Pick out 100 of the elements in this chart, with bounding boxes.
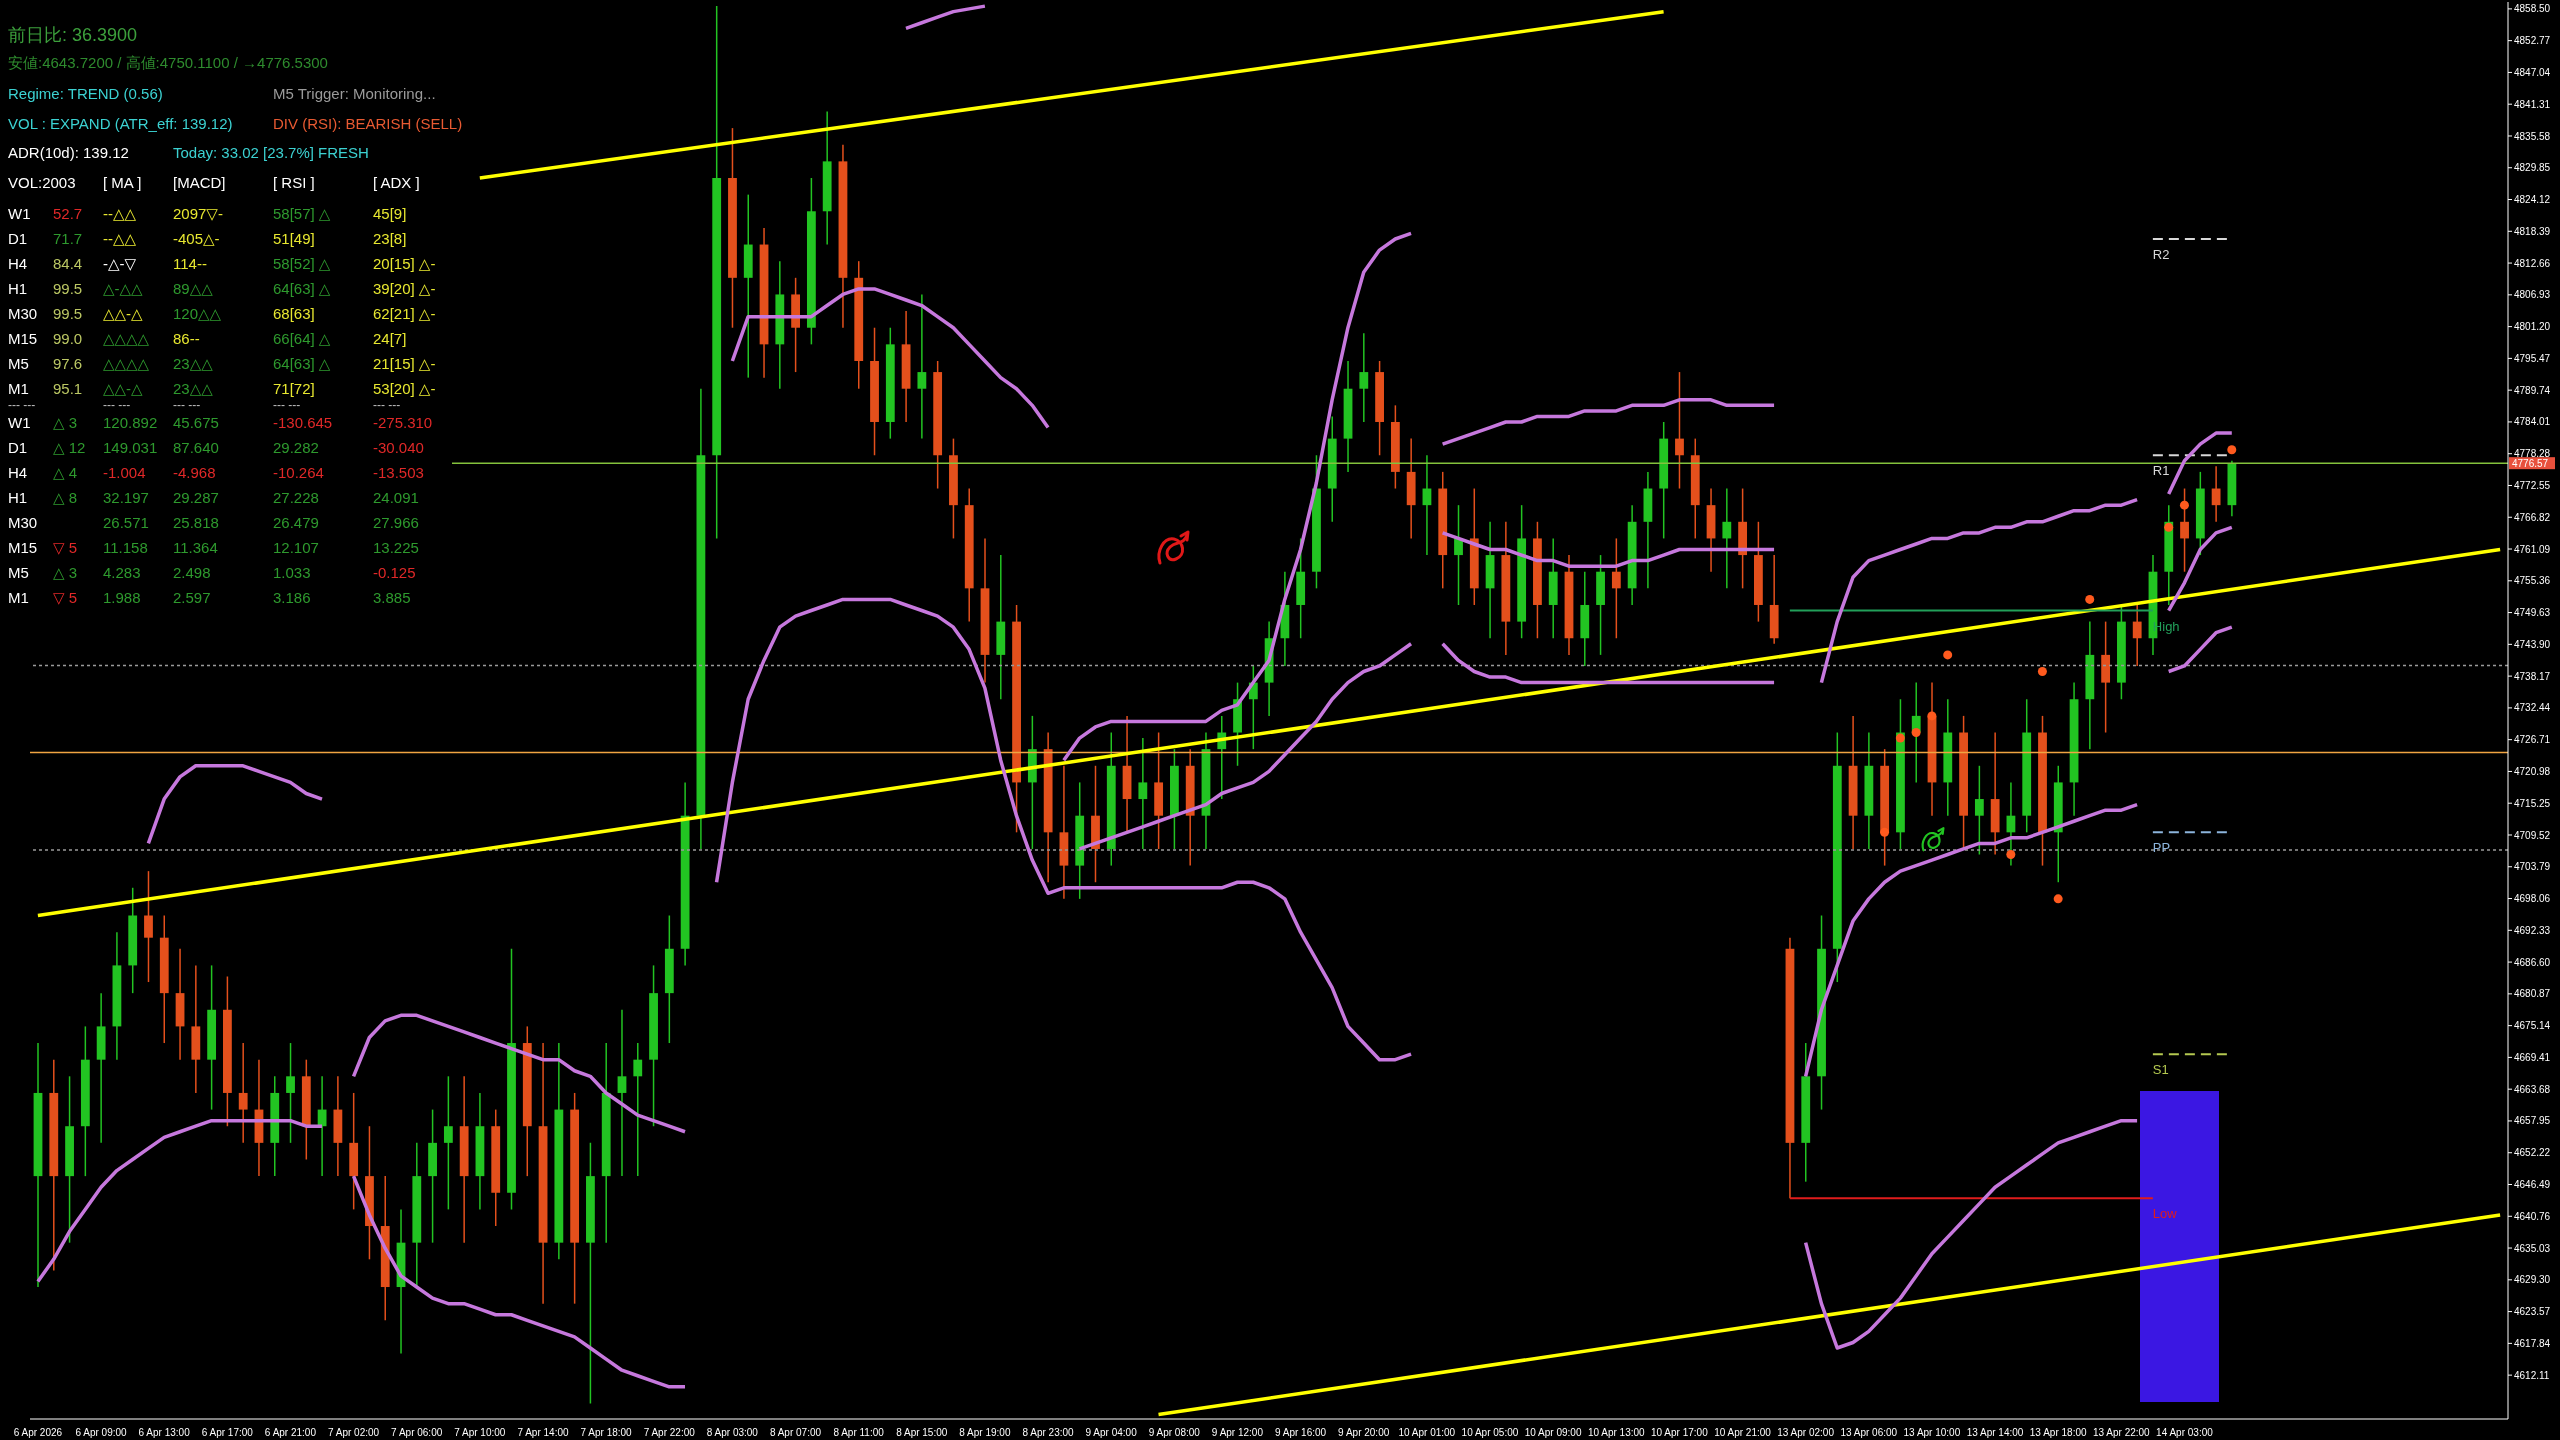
x-tick-label: 9 Apr 04:00 [1085,1427,1138,1438]
annotation: 4.283 [103,562,141,582]
annotation: 24.091 [373,487,419,507]
y-tick-label: 4784.01 [2514,416,2551,428]
candlestick [238,1042,248,1144]
y-tick-label: 4812.66 [2514,257,2551,269]
annotation: 66[64] △ [273,328,331,348]
annotation: 12.107 [273,537,319,557]
annotation: M15 [8,537,38,557]
series-label: PP [2152,840,2171,856]
annotation: 89△△ [173,278,213,298]
annotation: 3.186 [273,587,311,607]
y-tick-label: 4761.09 [2514,543,2551,555]
y-tick-label: 4732.44 [2514,702,2551,714]
candlestick [317,1075,327,1177]
annotation: 99.5 [53,303,83,323]
annotation: M30 [8,303,38,323]
x-tick-label: 7 Apr 18:00 [580,1427,633,1438]
x-tick-label: 13 Apr 02:00 [1777,1427,1835,1438]
annotation: 86-- [173,328,200,348]
point [2006,850,2016,860]
y-tick-label: 4778.28 [2514,448,2551,460]
annotation: 45.675 [173,412,219,432]
x-tick-label: 7 Apr 02:00 [327,1427,380,1438]
annotation: -0.125 [373,562,416,582]
y-tick-label: 4669.41 [2514,1051,2551,1063]
annotation: △△△△ [103,328,150,348]
annotation: M5 Trigger: Monitoring... [273,83,436,103]
y-tick-label: 4772.55 [2514,480,2551,492]
y-tick-label: 4709.52 [2514,829,2551,841]
x-tick-label: 13 Apr 10:00 [1903,1427,1961,1438]
annotation: 53[20] △- [373,378,436,398]
x-tick-label: 10 Apr 21:00 [1714,1427,1772,1438]
x-tick-label: 10 Apr 05:00 [1461,1427,1519,1438]
x-tick-label: 8 Apr 19:00 [959,1427,1011,1438]
annotation: 87.640 [173,437,219,457]
x-tick-label: 8 Apr 11:00 [833,1427,885,1438]
x-tick-label: 7 Apr 14:00 [517,1427,569,1438]
x-tick-label: 7 Apr 06:00 [391,1427,443,1438]
series-label: R2 [2152,247,2170,262]
annotation: Regime: TREND (0.56) [8,83,163,103]
y-tick-label: 4657.95 [2514,1115,2551,1127]
point [2085,594,2095,604]
x-tick-label: 8 Apr 07:00 [769,1427,822,1438]
annotation: 3.885 [373,587,411,607]
y-tick-label: 4829.85 [2514,162,2551,174]
y-tick-label: 4675.14 [2514,1020,2551,1032]
annotation: 安値:4643.7200 / 高値:4750.1100 / →4776.5300 [8,52,328,72]
y-tick-label: 4738.17 [2514,670,2551,682]
y-tick-label: 4852.77 [2514,35,2551,47]
annotation: △△△△ [103,353,150,373]
x-tick-label: 6 Apr 21:00 [264,1427,317,1438]
annotation: 99.0 [53,328,83,348]
candlestick [2211,465,2221,523]
annotation: 45[9] [373,203,407,223]
y-tick-label: 4640.76 [2514,1210,2551,1222]
point [1943,650,1953,660]
annotation: --- --- [103,397,131,413]
candlestick [2132,604,2142,667]
text: M1 [8,378,29,398]
annotation: △ 8 [53,487,78,507]
annotation: 23[8] [373,228,407,248]
annotation: 25.818 [173,512,219,532]
candlestick [1359,332,1369,423]
y-tick-label: 4720.98 [2514,765,2551,777]
annotation: 120△△ [173,303,222,323]
annotation: --△△ [103,228,137,248]
x-tick-label: 13 Apr 22:00 [2092,1427,2151,1438]
annotation: 68[63] [273,303,315,323]
annotation: Today: 33.02 [23.7%] FRESH [173,142,369,162]
x-tick-label: 8 Apr 23:00 [1022,1427,1075,1438]
annotation: 58[52] △ [273,253,331,273]
x-tick-label: 8 Apr 15:00 [896,1427,948,1438]
annotation: 149.031 [103,437,158,457]
y-tick-label: 4835.58 [2514,130,2551,142]
annotation: △ 3 [53,562,78,582]
annotation: 58[57] △ [273,203,331,223]
candlestick [1974,765,1984,856]
annotation: --- --- [373,397,401,413]
y-tick-label: 4698.06 [2514,893,2551,905]
candlestick [286,1042,295,1144]
candlestick [1675,371,1684,490]
candlestick [1722,487,1732,590]
annotation: 1.033 [273,562,311,582]
y-tick-label: 4749.63 [2514,607,2551,619]
annotation: △ 3 [53,412,78,432]
y-tick-label: 4680.87 [2514,988,2551,1000]
annotation: --- --- [8,397,36,413]
annotation: 21[15] △- [373,353,436,373]
annotation: -405△- [173,228,220,248]
annotation: 52.7 [53,203,83,223]
annotation: 23△△ [173,378,213,398]
annotation: 71[72] [273,378,315,398]
y-tick-label: 4824.12 [2514,194,2551,206]
x-tick-label: 9 Apr 12:00 [1211,1427,1264,1438]
annotation: 62[21] △- [373,303,436,323]
x-tick-label: 10 Apr 09:00 [1524,1427,1582,1438]
x-tick-label: 14 Apr 03:00 [2156,1427,2214,1438]
text: M5 [8,562,29,582]
text: H4 [8,462,28,482]
